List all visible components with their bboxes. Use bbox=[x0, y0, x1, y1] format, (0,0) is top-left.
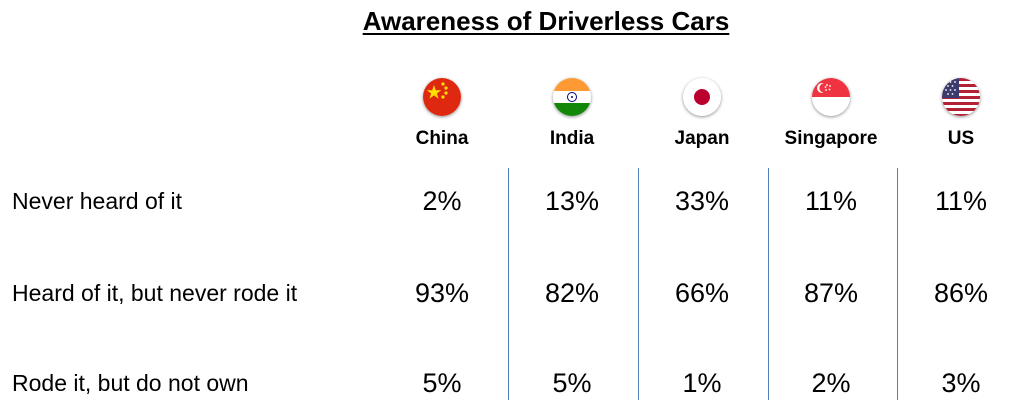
table-cell: 66% bbox=[674, 278, 730, 308]
table-cell: 2% bbox=[422, 186, 462, 216]
table-cell: 13% bbox=[544, 186, 600, 216]
table-cell: 1% bbox=[682, 368, 722, 398]
country-label: Singapore bbox=[784, 128, 878, 149]
country-label: India bbox=[549, 128, 595, 149]
japan-flag-icon bbox=[683, 78, 721, 116]
column-header-singapore: Singapore bbox=[761, 78, 901, 150]
column-header-us: US bbox=[891, 78, 1024, 150]
column-divider bbox=[897, 168, 898, 400]
row-label-rode-not-own: Rode it, but do not own bbox=[12, 370, 249, 396]
table-cell: 11% bbox=[934, 186, 988, 216]
column-header-japan: Japan bbox=[632, 78, 772, 150]
country-label: China bbox=[415, 128, 469, 149]
row-label-heard-never-rode: Heard of it, but never rode it bbox=[12, 280, 298, 306]
column-divider bbox=[638, 168, 639, 400]
china-flag-icon bbox=[423, 78, 461, 116]
table-cell: 87% bbox=[803, 278, 859, 308]
table-cell: 5% bbox=[422, 368, 462, 398]
singapore-flag-icon bbox=[812, 78, 850, 116]
table-cell: 5% bbox=[552, 368, 592, 398]
country-label: US bbox=[947, 128, 975, 149]
table-cell: 82% bbox=[544, 278, 600, 308]
table-cell: 33% bbox=[674, 186, 730, 216]
table-cell: 11% bbox=[804, 186, 858, 216]
table-cell: 2% bbox=[811, 368, 851, 398]
column-divider bbox=[508, 168, 509, 400]
column-header-china: China bbox=[372, 78, 512, 150]
india-flag-icon bbox=[553, 78, 591, 116]
table-cell: 3% bbox=[941, 368, 981, 398]
us-flag-icon bbox=[942, 78, 980, 116]
country-label: Japan bbox=[674, 128, 730, 149]
column-divider bbox=[768, 168, 769, 400]
row-label-never-heard: Never heard of it bbox=[12, 188, 183, 214]
table-cell: 93% bbox=[414, 278, 470, 308]
chart-title: Awareness of Driverless Cars bbox=[362, 6, 730, 36]
column-header-india: India bbox=[502, 78, 642, 150]
table-cell: 86% bbox=[933, 278, 989, 308]
